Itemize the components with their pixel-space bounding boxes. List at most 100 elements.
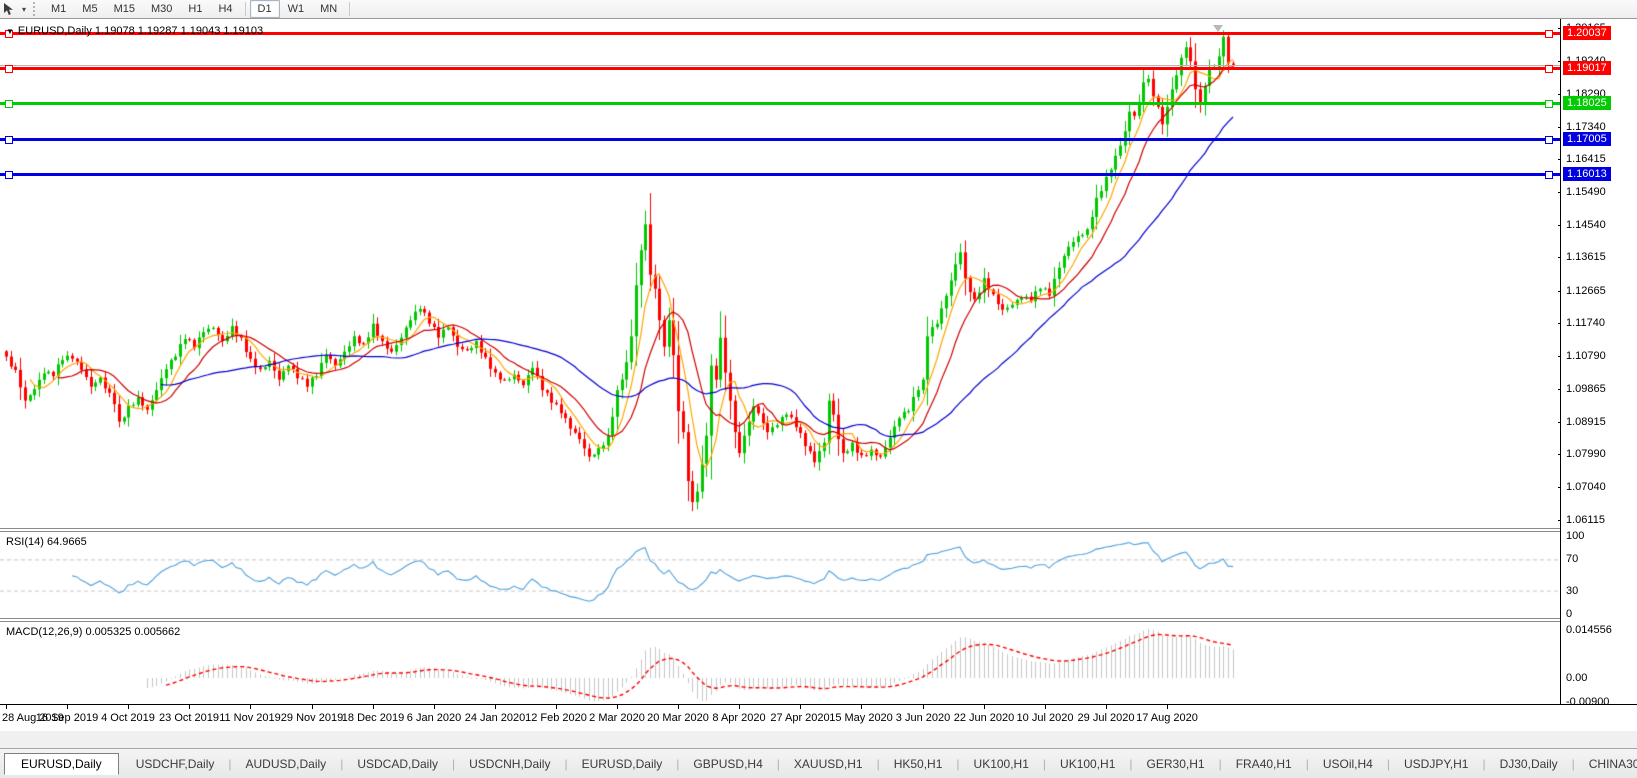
y-tick-label: 1.08915 <box>1566 415 1606 428</box>
date-axis[interactable]: 28 Aug 2019 16 Sep 2019 4 Oct 2019 23 Oct 2… <box>0 704 1637 731</box>
horizontal-line-1.19017[interactable] <box>0 65 1560 74</box>
pane-divider[interactable] <box>0 618 1637 622</box>
current-price-line <box>0 65 1560 66</box>
date-tick-mark <box>6 705 7 709</box>
y-tick-label: 1.13615 <box>1566 251 1606 264</box>
line-handle[interactable] <box>5 65 13 74</box>
price-line-badge-1.20037: 1.20037 <box>1563 25 1611 40</box>
price-line-badge-1.17005: 1.17005 <box>1563 131 1611 146</box>
line-handle[interactable] <box>5 135 13 144</box>
timeframe-button-H1[interactable]: H1 <box>188 3 203 15</box>
date-label: 6 Jan 2020 <box>406 712 462 724</box>
date-label: 3 Jun 2020 <box>895 712 951 724</box>
date-label: 28 Aug 2019 <box>2 712 64 724</box>
line-handle[interactable] <box>5 100 13 109</box>
timeframe-buttons: M1 M5 M15 M30 H1 H4 D1 W1 MN <box>43 0 345 18</box>
chart-tab-FRA40-H1[interactable]: FRA40,H1 <box>1235 756 1292 771</box>
chart-tab-UK100-H1[interactable]: UK100,H1 <box>973 756 1029 771</box>
date-tick-mark <box>128 705 129 709</box>
date-label: 16 Sep 2019 <box>35 712 99 724</box>
line-handle[interactable] <box>5 29 13 38</box>
date-label: 15 May 2020 <box>829 712 893 724</box>
chart-tab-EURUSD-Daily[interactable]: EURUSD,Daily <box>4 752 119 775</box>
date-label: 29 Jul 2020 <box>1077 712 1135 724</box>
chart-tab-USDJPY-H1[interactable]: USDJPY,H1 <box>1403 756 1469 771</box>
line-handle[interactable] <box>1545 135 1553 144</box>
chart-tab-GBPUSD-H4[interactable]: GBPUSD,H4 <box>693 756 763 771</box>
date-label: 4 Oct 2019 <box>101 712 155 724</box>
chart-tab-EURUSD-Daily[interactable]: EURUSD,Daily <box>581 756 663 771</box>
date-tick-mark <box>495 705 496 709</box>
y-tick-label: 1.07040 <box>1566 481 1606 494</box>
toolbar-grip[interactable] <box>33 2 40 16</box>
rsi-label: RSI(14) 64.9665 <box>6 536 87 548</box>
price-pane: ▼ EURUSD,Daily 1.19078 1.19287 1.19043 1… <box>0 19 1637 528</box>
line-handle[interactable] <box>1545 65 1553 74</box>
chart-tab-DJ30-Daily[interactable]: DJ30,Daily <box>1499 756 1558 771</box>
y-tick-mark <box>1558 127 1561 129</box>
chart-tab-USDCNH-Daily[interactable]: USDCNH,Daily <box>469 756 551 771</box>
cursor-tool-icon[interactable] <box>0 1 18 17</box>
chart-tab-CHINA300-H1[interactable]: CHINA300,H1 <box>1588 756 1637 771</box>
chart-title-text: EURUSD,Daily 1.19078 1.19287 1.19043 1.1… <box>17 25 264 37</box>
chart-tab-GER30-H1[interactable]: GER30,H1 <box>1146 756 1205 771</box>
horizontal-line-1.17005[interactable] <box>0 135 1560 144</box>
price-axis[interactable]: 1.200371.190171.180251.170051.160131.201… <box>1558 19 1637 708</box>
chart-tab-XAUUSD-H1[interactable]: XAUUSD,H1 <box>793 756 863 771</box>
chart-tab-USOil-H4[interactable]: USOil,H4 <box>1322 756 1373 771</box>
timeframe-button-MN[interactable]: MN <box>320 3 338 15</box>
rsi-axis-label: 100 <box>1566 530 1585 542</box>
date-tick-mark <box>739 705 740 709</box>
chart-dropdown-icon[interactable]: ▼ <box>6 26 14 36</box>
chart-tab-USDCHF-Daily[interactable]: USDCHF,Daily <box>135 756 215 771</box>
cursor-tool-dropdown-icon[interactable]: ▾ <box>21 4 26 14</box>
date-label: 2 Mar 2020 <box>589 712 645 724</box>
timeframe-button-M5[interactable]: M5 <box>82 3 98 15</box>
macd-chart-canvas[interactable] <box>0 622 1560 704</box>
pane-divider[interactable] <box>0 528 1637 532</box>
date-tick-mark <box>1167 705 1168 709</box>
timeframe-button-D1[interactable]: D1 <box>249 0 280 18</box>
date-tick-mark <box>617 705 618 709</box>
chart-tab-AUDUSD-Daily[interactable]: AUDUSD,Daily <box>245 756 327 771</box>
date-tick-mark <box>1045 705 1046 709</box>
chart-shift-marker[interactable] <box>1213 25 1223 32</box>
horizontal-line-1.16013[interactable] <box>0 170 1560 179</box>
line-handle[interactable] <box>1545 29 1553 38</box>
date-label: 24 Jan 2020 <box>464 712 526 724</box>
price-line-badge-1.16013: 1.16013 <box>1563 166 1611 181</box>
y-tick-label: 1.11740 <box>1566 317 1605 329</box>
line-handle[interactable] <box>5 170 13 179</box>
date-tick-mark <box>189 705 190 709</box>
timeframe-button-M15[interactable]: M15 <box>113 3 135 15</box>
horizontal-line-1.20037[interactable] <box>0 29 1560 38</box>
toolbar-separator <box>349 2 351 16</box>
chart-tab-HK50-H1[interactable]: HK50,H1 <box>893 756 943 771</box>
timeframe-button-W1[interactable]: W1 <box>287 3 305 15</box>
date-label: 8 Apr 2020 <box>712 712 766 724</box>
rsi-axis-label: 0 <box>1566 608 1573 620</box>
y-tick-mark <box>1558 28 1561 30</box>
rsi-pane: RSI(14) 64.9665 <box>0 532 1637 618</box>
timeframe-button-M30[interactable]: M30 <box>150 3 173 15</box>
timeframe-button-M1[interactable]: M1 <box>51 3 67 15</box>
y-tick-label: 1.12665 <box>1566 284 1606 297</box>
timeframe-toolbar: ▾ M1 M5 M15 M30 H1 H4 D1 W1 MN <box>0 0 1637 19</box>
horizontal-line-1.18025[interactable] <box>0 100 1560 109</box>
y-tick-mark <box>1558 388 1561 390</box>
chart-tab-UK100-H1[interactable]: UK100,H1 <box>1060 756 1116 771</box>
line-handle[interactable] <box>1545 170 1553 179</box>
y-tick-label: 1.17340 <box>1566 121 1606 134</box>
chart-tab-USDCAD-Daily[interactable]: USDCAD,Daily <box>357 756 438 771</box>
date-label: 11 Nov 2019 <box>219 712 281 724</box>
toolbar-separator <box>244 2 246 16</box>
date-tick-mark <box>1106 705 1107 709</box>
date-label: 29 Nov 2019 <box>280 712 344 724</box>
y-tick-mark <box>1558 323 1561 324</box>
price-chart-canvas[interactable] <box>0 19 1560 528</box>
timeframe-button-H4[interactable]: H4 <box>218 3 233 15</box>
rsi-chart-canvas[interactable] <box>0 532 1560 618</box>
line-handle[interactable] <box>1545 100 1553 109</box>
date-tick-mark <box>250 705 251 709</box>
y-tick-mark <box>1558 356 1561 358</box>
